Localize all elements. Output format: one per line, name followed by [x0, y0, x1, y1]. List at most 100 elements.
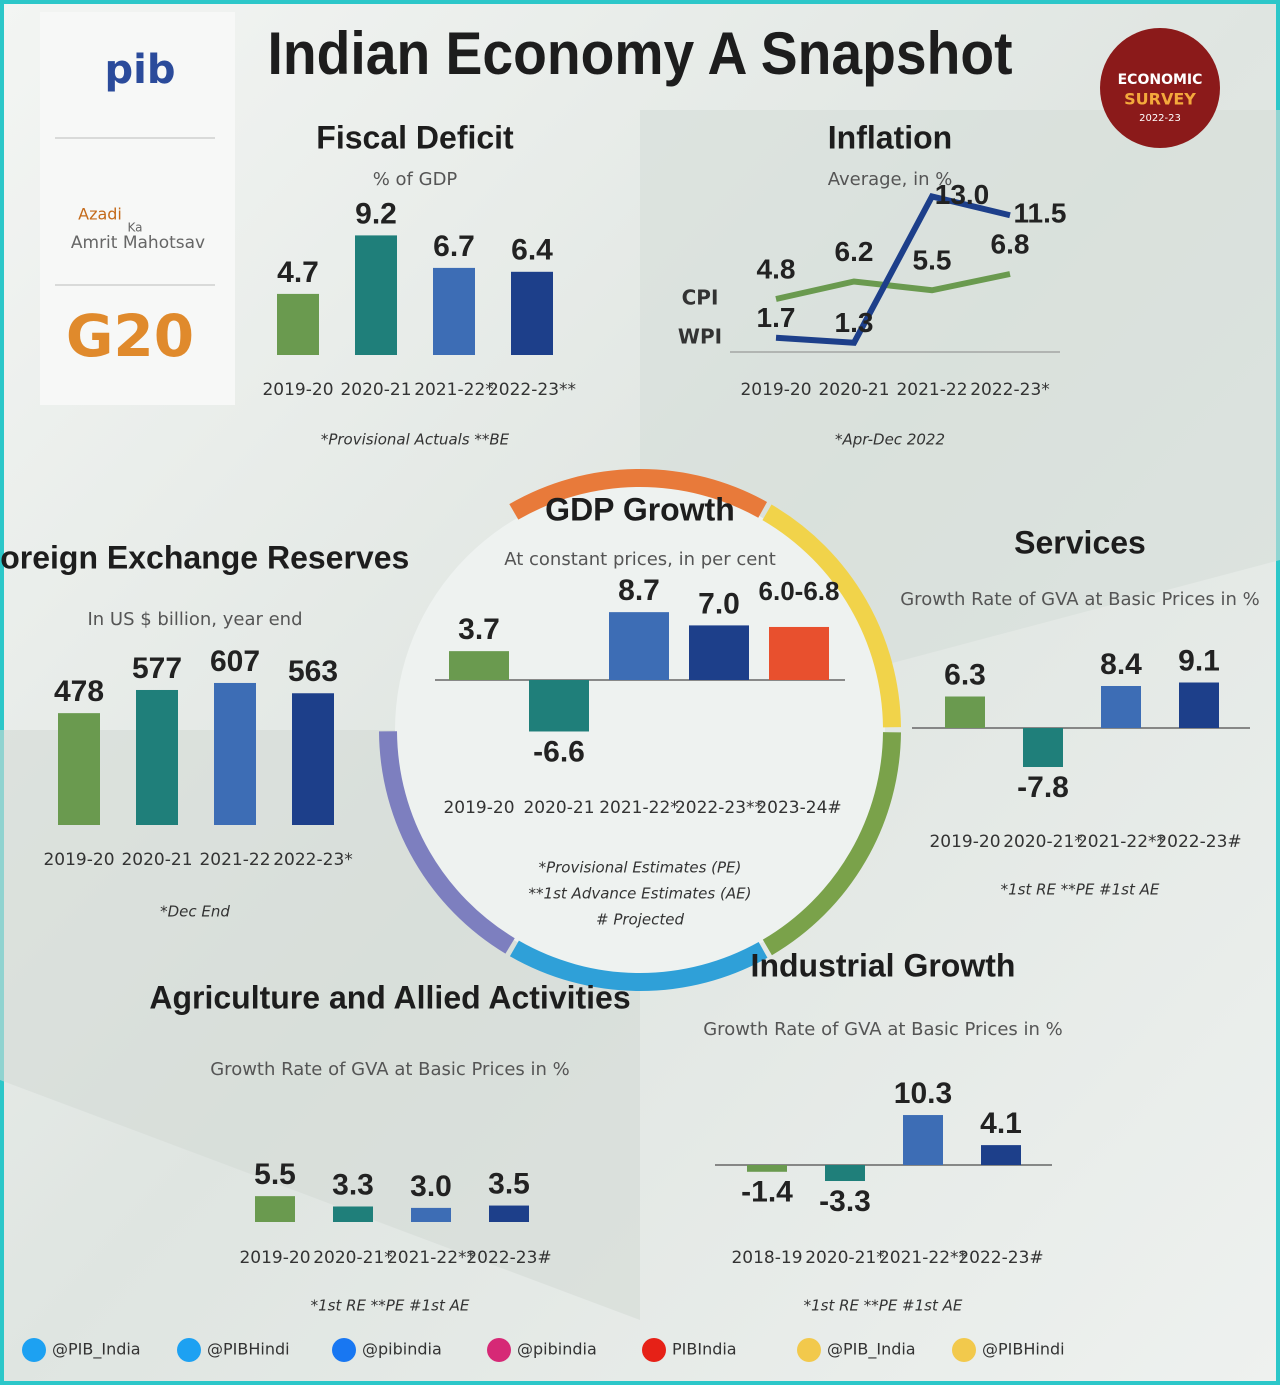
logo-pib: pib: [105, 47, 176, 93]
value-label: 7.0: [698, 587, 740, 620]
badge: [1100, 28, 1220, 148]
value-label: 563: [288, 655, 338, 688]
category-label: 2021-22**: [879, 1248, 967, 1268]
category-label: 2020-21: [121, 850, 192, 870]
chart-subtitle: In US $ billion, year end: [87, 609, 302, 630]
category-label: 2021-22**: [1077, 832, 1165, 852]
logo-g20: G20: [66, 302, 194, 370]
category-label: 2023-24#: [756, 798, 841, 818]
logo-panel: [40, 12, 235, 405]
category-label: 2020-21*: [313, 1248, 393, 1268]
category-label: 2022-23*: [970, 380, 1050, 400]
logo-text: Azadi: [78, 205, 122, 224]
value-label: 3.7: [458, 613, 500, 646]
value-label: 478: [54, 675, 104, 708]
value-label: 4.1: [980, 1107, 1022, 1140]
legend-label: WPI: [678, 324, 722, 348]
bar: [58, 713, 100, 825]
social-icon: [642, 1338, 666, 1362]
category-label: 2021-22*: [414, 380, 494, 400]
social-handle: @PIB_India: [52, 1340, 141, 1360]
bar: [981, 1145, 1021, 1165]
category-label: 2019-20: [443, 798, 514, 818]
social-handle: @PIBHindi: [982, 1340, 1065, 1359]
bar: [433, 267, 475, 355]
value-label: 3.0: [410, 1170, 452, 1203]
chart-title: Services: [1014, 524, 1146, 560]
social-icon: [177, 1338, 201, 1362]
bar: [489, 1205, 529, 1222]
chart-note: **1st Advance Estimates (AE): [529, 885, 752, 903]
line: [775, 271, 1011, 302]
value-label: 11.5: [1014, 198, 1067, 229]
chart-note: *Provisional Actuals **BE: [321, 431, 510, 449]
bar: [136, 689, 178, 825]
bar: [747, 1165, 787, 1172]
bar: [511, 271, 553, 355]
value-label: 5.5: [254, 1158, 296, 1191]
value-label: 6.8: [991, 228, 1030, 259]
category-label: 2019-20: [239, 1248, 310, 1268]
bar: [1023, 728, 1063, 767]
category-label: 2020-21*: [1003, 832, 1083, 852]
value-label: 607: [210, 645, 260, 678]
value-label: 9.1: [1178, 644, 1220, 677]
chart-note: *Apr-Dec 2022: [835, 431, 945, 449]
ring: [379, 469, 901, 991]
value-label: 6.0-6.8: [759, 576, 840, 606]
bar: [292, 693, 334, 825]
bar: [529, 680, 589, 732]
value-label: 8.4: [1100, 648, 1142, 681]
category-label: 2019-20: [43, 850, 114, 870]
chart-note: # Projected: [596, 911, 684, 929]
category-label: 2020-21: [523, 798, 594, 818]
bar: [1179, 682, 1219, 728]
chart-title: Industrial Growth: [751, 947, 1016, 983]
social-icon: [22, 1338, 46, 1362]
chart-subtitle: At constant prices, in per cent: [504, 549, 776, 570]
chart-title: Inflation: [828, 119, 952, 155]
chart-title: Fiscal Deficit: [316, 119, 514, 155]
value-label: 6.7: [433, 230, 475, 263]
chart-note: *1st RE **PE #1st AE: [311, 1297, 470, 1315]
chart-subtitle: % of GDP: [373, 169, 458, 190]
bar: [769, 626, 829, 680]
bar: [411, 1207, 451, 1222]
value-label: -7.8: [1017, 771, 1069, 804]
gdp-disc: [395, 485, 885, 975]
category-label: 2020-21: [340, 380, 411, 400]
category-label: 2022-23*: [273, 850, 353, 870]
bar: [214, 682, 256, 825]
value-label: 5.5: [913, 245, 952, 276]
category-label: 2020-21*: [805, 1248, 885, 1268]
chart-subtitle: Growth Rate of GVA at Basic Prices in %: [703, 1019, 1063, 1040]
chart-subtitle: Growth Rate of GVA at Basic Prices in %: [210, 1059, 570, 1080]
value-label: 6.3: [944, 658, 986, 691]
bar: [945, 696, 985, 728]
value-label: -6.6: [533, 735, 585, 768]
social-handle: @PIB_India: [827, 1340, 916, 1360]
category-label: 2021-22*: [599, 798, 679, 818]
category-label: 2019-20: [262, 380, 333, 400]
social-handle: @pibindia: [517, 1340, 597, 1359]
value-label: -3.3: [819, 1185, 871, 1218]
category-label: 2022-23#: [1156, 832, 1241, 852]
value-label: 4.8: [757, 253, 796, 284]
category-label: 2021-22: [199, 850, 270, 870]
chart-subtitle: Growth Rate of GVA at Basic Prices in %: [900, 589, 1260, 610]
value-label: -1.4: [741, 1176, 793, 1209]
badge-text: ECONOMIC: [1118, 72, 1203, 88]
chart-title: Agriculture and Allied Activities: [149, 979, 630, 1015]
category-label: 2019-20: [929, 832, 1000, 852]
bar: [825, 1165, 865, 1182]
bar: [689, 625, 749, 680]
social-icon: [332, 1338, 356, 1362]
logo-text: Ka: [127, 221, 142, 235]
social-handle: @PIBHindi: [207, 1340, 290, 1359]
bar: [333, 1206, 373, 1222]
chart-title: Foreign Exchange Reserves: [0, 539, 409, 575]
category-label: 2022-23#: [958, 1248, 1043, 1268]
value-label: 8.7: [618, 574, 660, 607]
social-icon: [487, 1338, 511, 1362]
value-label: 3.3: [332, 1168, 374, 1201]
